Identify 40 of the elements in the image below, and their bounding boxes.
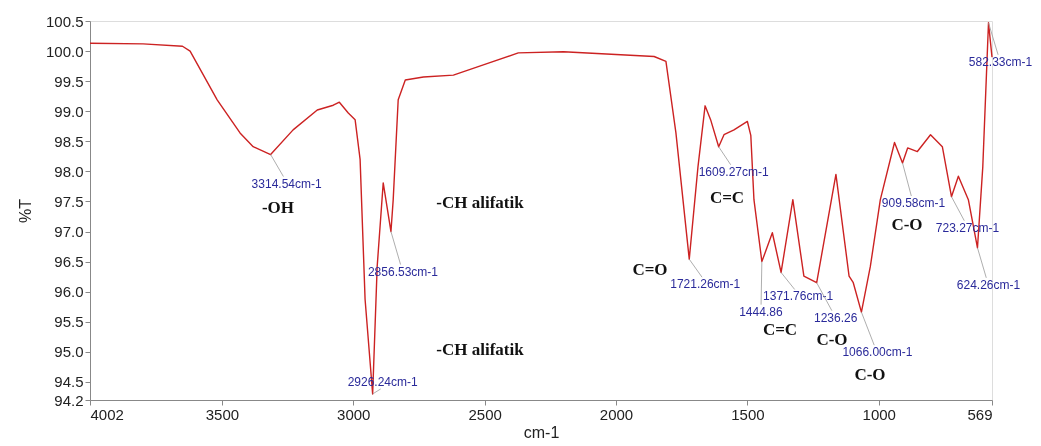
annotation: C-O bbox=[854, 365, 886, 384]
annotation: -CH alifatik bbox=[436, 193, 525, 212]
y-tick-label: 96.5 bbox=[54, 253, 84, 271]
annotation: -CH alifatik bbox=[436, 340, 525, 359]
annotation: C=C bbox=[762, 320, 798, 339]
y-tick-label: 99.5 bbox=[54, 72, 84, 90]
y-tick-label: 97.0 bbox=[54, 223, 84, 241]
annotation: 3314.54cm-1 bbox=[251, 176, 322, 191]
annotation: 909.58cm-1 bbox=[881, 195, 946, 210]
annotation: 1066.00cm-1 bbox=[842, 345, 913, 360]
y-tick-label: 94.5 bbox=[54, 373, 84, 391]
x-tick-label: 3500 bbox=[205, 405, 240, 423]
annotation: 1444.86 bbox=[739, 304, 783, 319]
x-tick-label: 3000 bbox=[337, 405, 371, 423]
x-tick-label: 4002 bbox=[90, 405, 124, 423]
y-tick-label: 98.0 bbox=[54, 162, 84, 180]
annotation: C=C bbox=[709, 188, 745, 207]
y-tick-label: 96.0 bbox=[54, 283, 84, 301]
x-axis-title: cm-1 bbox=[523, 423, 560, 441]
y-tick-label: 95.5 bbox=[54, 313, 84, 331]
y-tick-label: 98.5 bbox=[54, 132, 84, 150]
annotation: 624.26cm-1 bbox=[956, 277, 1021, 292]
y-tick-label: 94.2 bbox=[54, 391, 84, 409]
y-tick-label: 97.5 bbox=[54, 192, 84, 210]
x-tick-label: 1500 bbox=[731, 405, 765, 423]
annotation: 1236.26 bbox=[813, 310, 858, 325]
y-tick-label: 100.5 bbox=[45, 12, 84, 30]
annotation: -OH bbox=[261, 198, 295, 217]
x-tick-label: 2500 bbox=[468, 405, 502, 423]
x-tick-label: 1000 bbox=[862, 405, 896, 423]
y-tick-label: 100.0 bbox=[45, 42, 84, 60]
y-tick-label: 99.0 bbox=[54, 102, 84, 120]
annotation: C=O bbox=[632, 260, 668, 279]
y-axis-title: %T bbox=[16, 198, 34, 223]
annotation: C-O bbox=[891, 215, 923, 234]
annotation: 1371.76cm-1 bbox=[763, 289, 834, 304]
y-tick-label: 95.0 bbox=[54, 343, 84, 361]
x-tick-label: 569 bbox=[967, 405, 993, 423]
annotation: 1721.26cm-1 bbox=[670, 277, 741, 292]
x-tick-label: 2000 bbox=[599, 405, 634, 423]
